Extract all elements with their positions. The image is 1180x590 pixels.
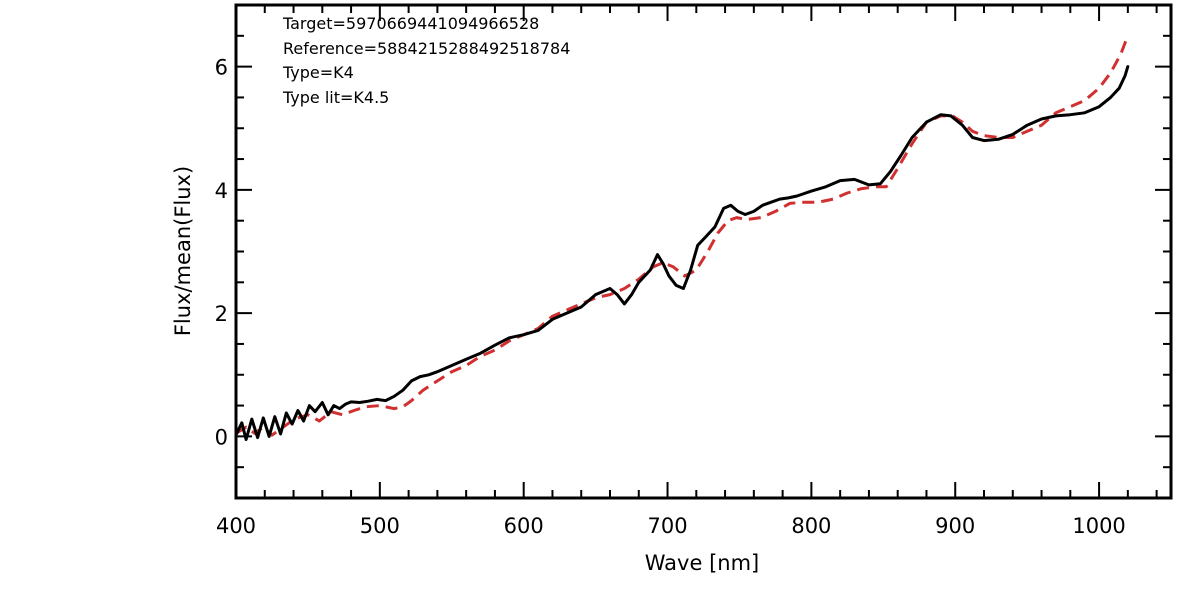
axis-ticks	[235, 4, 1171, 499]
plot-frame	[234, 3, 1173, 500]
y-tick-label: 0	[215, 425, 228, 449]
x-tick-label: 500	[360, 514, 400, 538]
x-tick-label: 800	[791, 514, 831, 538]
x-tick-label: 900	[935, 514, 975, 538]
x-tick-label: 1000	[1072, 514, 1125, 538]
annotation-type: Type=K4	[282, 63, 354, 82]
target-spectrum-line	[234, 65, 1130, 441]
plot-series	[234, 35, 1130, 441]
tick-labels: 400 500 600 700 800 900 1000 0 2 4 6	[215, 56, 1126, 538]
x-axis-title: Wave [nm]	[645, 551, 759, 575]
annotation-reference: Reference=5884215288492518784	[283, 39, 570, 58]
y-axis-title: Flux/mean(Flux)	[171, 166, 195, 336]
annotation-type-lit: Type lit=K4.5	[282, 88, 389, 107]
x-tick-label: 700	[647, 514, 687, 538]
x-tick-label: 400	[216, 514, 256, 538]
y-tick-label: 2	[215, 302, 228, 326]
x-tick-label: 600	[504, 514, 544, 538]
reference-spectrum-line	[235, 35, 1130, 437]
annotation-target: Target=5970669441094966528	[282, 14, 539, 33]
y-tick-label: 6	[215, 56, 228, 80]
y-tick-label: 4	[215, 179, 228, 203]
